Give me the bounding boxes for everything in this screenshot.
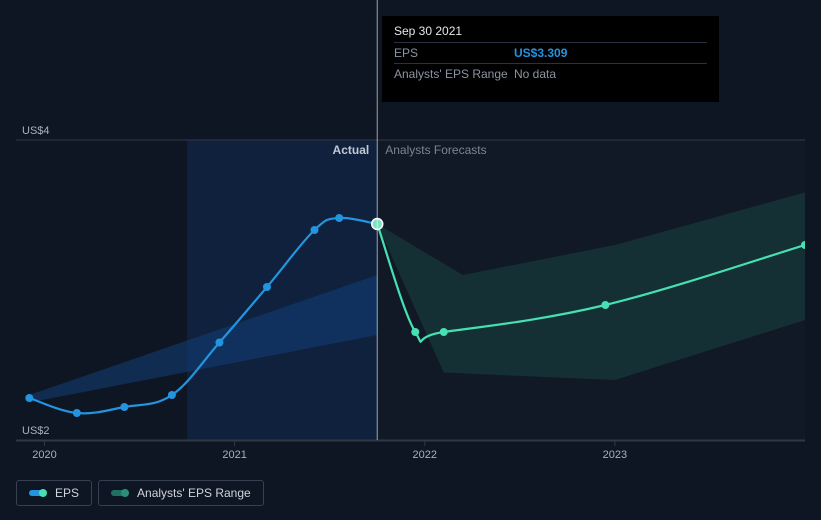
legend-item[interactable]: Analysts' EPS Range — [98, 480, 264, 506]
x-axis-label: 2021 — [222, 449, 246, 461]
legend-dot — [39, 489, 47, 497]
eps-marker — [168, 391, 176, 399]
actual-label: Actual — [333, 143, 370, 157]
eps-marker — [73, 409, 81, 417]
x-axis-label: 2022 — [413, 449, 437, 461]
tooltip-row-value: No data — [514, 67, 556, 81]
legend-label: EPS — [55, 486, 79, 500]
eps-marker — [120, 403, 128, 411]
legend-dot — [121, 489, 129, 497]
chart-legend: EPS Analysts' EPS Range — [16, 480, 264, 506]
eps-marker — [411, 328, 419, 336]
eps-marker — [335, 214, 343, 222]
tooltip-row: Analysts' EPS RangeNo data — [394, 63, 707, 84]
legend-item[interactable]: EPS — [16, 480, 92, 506]
forecast-label: Analysts Forecasts — [385, 143, 486, 157]
eps-marker — [310, 226, 318, 234]
tooltip-date: Sep 30 2021 — [394, 24, 707, 38]
eps-marker — [215, 339, 223, 347]
chart-tooltip: Sep 30 2021 EPSUS$3.309Analysts' EPS Ran… — [382, 16, 719, 102]
eps-marker — [263, 283, 271, 291]
tooltip-row: EPSUS$3.309 — [394, 42, 707, 63]
eps-marker — [601, 301, 609, 309]
y-axis-label: US$4 — [22, 125, 50, 137]
eps-marker — [440, 328, 448, 336]
tooltip-row-label: Analysts' EPS Range — [394, 67, 514, 81]
x-axis-label: 2023 — [603, 449, 627, 461]
eps-marker — [25, 394, 33, 402]
x-axis-label: 2020 — [32, 449, 56, 461]
tooltip-row-value: US$3.309 — [514, 46, 567, 60]
tooltip-row-label: EPS — [394, 46, 514, 60]
y-axis-label: US$2 — [22, 425, 50, 437]
legend-label: Analysts' EPS Range — [137, 486, 251, 500]
